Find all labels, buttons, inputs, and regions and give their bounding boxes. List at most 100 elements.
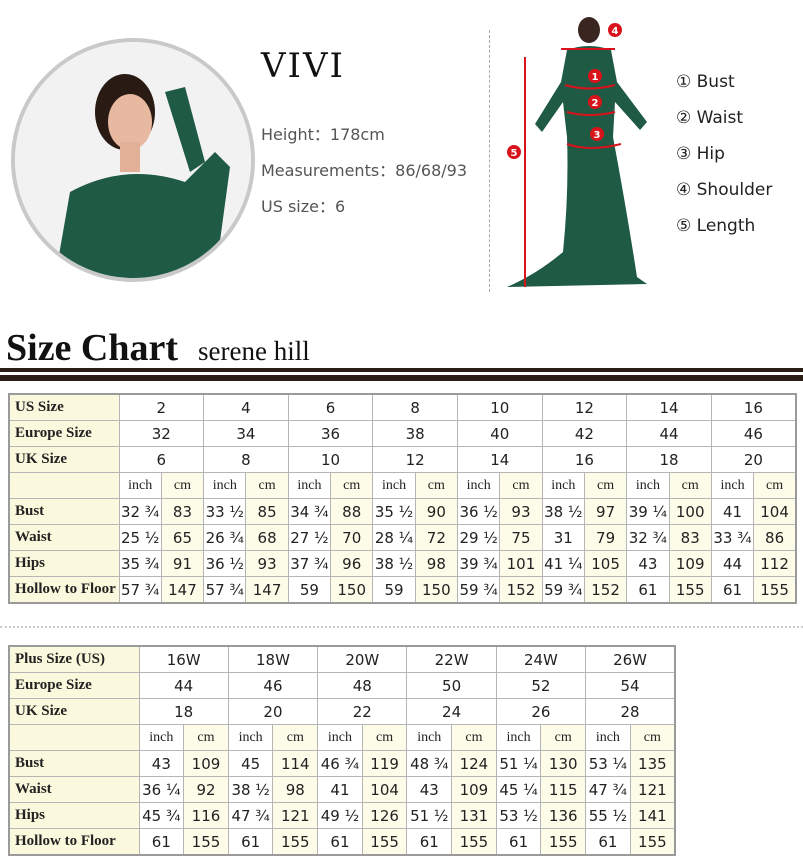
- row-label-empty: [8, 472, 120, 499]
- legend-waist: ② Waist: [676, 108, 744, 128]
- size-cell: 20: [227, 698, 319, 725]
- cm-value: 75: [499, 524, 543, 551]
- inch-value: 41: [317, 776, 363, 803]
- unit-cm: cm: [499, 472, 543, 499]
- cm-value: 92: [183, 776, 229, 803]
- size-cell: 18: [138, 698, 229, 725]
- inch-value: 39 ¾: [456, 550, 501, 577]
- inch-value: 25 ½: [118, 524, 162, 551]
- measurement-row: Bust 32 ¾ 83 33 ½ 85 34 ¾ 88 35 ½ 90 36 ½ 93 38 ½ 97…: [8, 498, 797, 525]
- plus-size-table: Plus Size (US) 16W 18W 20W 22W 24W 26W Europe S…: [8, 645, 676, 856]
- row-label: Bust: [8, 750, 140, 777]
- unit-cm: cm: [330, 472, 374, 499]
- size-cell: 4: [203, 393, 289, 421]
- inch-value: 43: [406, 776, 453, 803]
- cm-value: 88: [330, 498, 374, 525]
- cm-value: 93: [499, 498, 543, 525]
- unit-inch: inch: [372, 472, 416, 499]
- cm-value: 121: [272, 802, 319, 829]
- inch-value: 33 ¾: [710, 524, 755, 551]
- inch-value: 61: [495, 828, 542, 856]
- legend-shoulder: ④ Shoulder: [676, 180, 773, 200]
- cm-value: 152: [583, 576, 628, 604]
- inch-value: 27 ½: [287, 524, 332, 551]
- inch-value: 59: [372, 576, 416, 604]
- size-cell: 6: [287, 393, 374, 421]
- dotted-separator: [0, 626, 803, 628]
- size-cell: 8: [372, 393, 458, 421]
- inch-value: 55 ½: [585, 802, 631, 829]
- unit-cm: cm: [753, 472, 797, 499]
- cm-value: 116: [183, 802, 229, 829]
- standard-size-table: US Size 2 4 6 8 10 12 14 16 Europe Size 32 34 36 38 40…: [8, 393, 797, 604]
- cm-value: 114: [272, 750, 319, 777]
- inch-value: 38 ½: [541, 498, 585, 525]
- unit-inch: inch: [287, 472, 332, 499]
- row-label: UK Size: [8, 698, 140, 725]
- inch-value: 48 ¾: [406, 750, 453, 777]
- inch-value: 44: [710, 550, 755, 577]
- cm-value: 155: [753, 576, 797, 604]
- inch-value: 49 ½: [317, 802, 363, 829]
- size-cell: 16: [710, 393, 797, 421]
- size-cell: 16: [541, 446, 628, 473]
- legend-length: ⑤ Length: [676, 216, 756, 236]
- model-height: Height：178cm: [261, 125, 385, 144]
- cm-value: 155: [272, 828, 319, 856]
- title-rule: [0, 368, 803, 372]
- cm-value: 68: [245, 524, 289, 551]
- size-cell: 46: [710, 420, 797, 447]
- inch-value: 61: [626, 576, 670, 604]
- marker-hip: 3: [594, 130, 601, 141]
- inch-value: 45: [227, 750, 274, 777]
- cm-value: 141: [629, 802, 676, 829]
- unit-cm: cm: [629, 724, 676, 751]
- size-cell: 14: [626, 393, 712, 421]
- waist-line: [566, 111, 616, 116]
- cm-value: 104: [753, 498, 797, 525]
- cm-value: 155: [668, 576, 712, 604]
- unit-inch: inch: [227, 724, 274, 751]
- cm-value: 136: [540, 802, 587, 829]
- inch-value: 61: [585, 828, 631, 856]
- cm-value: 109: [668, 550, 712, 577]
- inch-value: 29 ½: [456, 524, 501, 551]
- cm-value: 105: [583, 550, 628, 577]
- measurement-row: Waist 36 ¼ 92 38 ½ 98 41 104 43 109 45 ¼ 115 47 ¾ 12…: [8, 776, 676, 803]
- dashed-divider: [489, 30, 490, 292]
- inch-value: 36 ¼: [138, 776, 185, 803]
- cm-value: 126: [361, 802, 408, 829]
- inch-value: 45 ¾: [138, 802, 185, 829]
- cm-value: 121: [629, 776, 676, 803]
- size-cell: 2: [118, 393, 205, 421]
- inch-value: 61: [406, 828, 453, 856]
- cm-value: 100: [668, 498, 712, 525]
- size-cell: 54: [585, 672, 676, 699]
- cm-value: 98: [414, 550, 459, 577]
- unit-cm: cm: [160, 472, 205, 499]
- cm-value: 109: [183, 750, 229, 777]
- inch-value: 35 ¾: [118, 550, 162, 577]
- inch-value: 61: [227, 828, 274, 856]
- measurement-row: Hips 45 ¾ 116 47 ¾ 121 49 ½ 126 51 ½ 131 53 ½ 136 5…: [8, 802, 676, 829]
- bust-line: [564, 84, 616, 90]
- cm-value: 93: [245, 550, 289, 577]
- cm-value: 155: [629, 828, 676, 856]
- inch-value: 61: [138, 828, 185, 856]
- cm-value: 104: [361, 776, 408, 803]
- model-name: VIVI: [261, 46, 345, 86]
- size-cell: 6: [118, 446, 205, 473]
- cm-value: 97: [583, 498, 628, 525]
- inch-value: 41 ¼: [541, 550, 585, 577]
- unit-inch: inch: [203, 472, 247, 499]
- unit-cm: cm: [361, 724, 408, 751]
- size-cell: 34: [203, 420, 289, 447]
- unit-cm: cm: [540, 724, 587, 751]
- size-cell: 18: [626, 446, 712, 473]
- inch-value: 53 ½: [495, 802, 542, 829]
- inch-value: 59 ¾: [541, 576, 585, 604]
- size-chart-title: Size Chart: [6, 327, 179, 369]
- cm-value: 155: [361, 828, 408, 856]
- measurement-row: Hollow to Floor 61 155 61 155 61 155 61 155 61 155…: [8, 828, 676, 856]
- cm-value: 131: [451, 802, 497, 829]
